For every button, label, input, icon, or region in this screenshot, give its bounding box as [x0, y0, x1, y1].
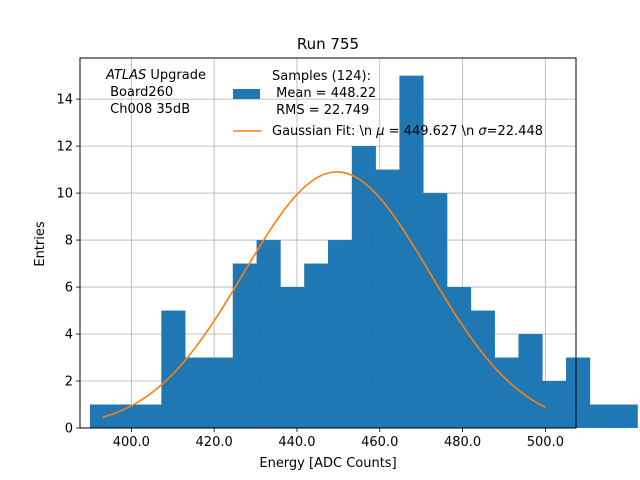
grid — [80, 58, 576, 429]
histogram-bars — [89, 75, 638, 429]
annotation-line: Board260 — [106, 85, 173, 100]
legend-label-fit: Gaussian Fit: \n μ = 449.627 \n σ=22.448 — [272, 124, 543, 139]
x-tick-label: 420.0 — [196, 435, 233, 450]
y-tick-label: 14 — [56, 93, 73, 108]
histogram-bar — [161, 310, 186, 428]
y-tick-label: 8 — [65, 234, 73, 249]
histogram-bar — [185, 357, 210, 428]
histogram-bar — [542, 381, 567, 428]
annotation-line: ATLAS Upgrade — [105, 68, 206, 83]
fit-curve — [102, 171, 546, 419]
y-tick-label: 12 — [56, 140, 73, 155]
histogram-bar — [256, 240, 281, 428]
gaussian-fit — [102, 171, 546, 419]
histogram-bar — [137, 404, 162, 428]
histogram-bar — [232, 263, 257, 428]
histogram-bar — [613, 404, 638, 428]
histogram-bar — [89, 404, 115, 428]
histogram-bar — [518, 334, 543, 428]
histogram-bar — [280, 287, 305, 428]
histogram-bar — [494, 357, 519, 428]
y-axis-ticks: 0 2 4 6 8 10 12 14 — [56, 93, 80, 437]
y-tick-label: 4 — [65, 328, 73, 343]
legend-label-histogram: Mean = 448.22 — [272, 86, 376, 101]
histogram-bar — [208, 357, 234, 428]
histogram-bar — [447, 287, 472, 428]
chart-title: Run 755 — [297, 35, 359, 53]
legend-label-histogram: Samples (124): — [272, 69, 371, 84]
annotation-line: Ch008 35dB — [106, 102, 190, 117]
x-tick-label: 500.0 — [527, 435, 564, 450]
histogram-bar — [304, 263, 329, 428]
run-annotation: ATLAS Upgrade Board260 Ch008 35dB — [105, 68, 206, 117]
legend: Samples (124): Mean = 448.22 RMS = 22.74… — [233, 69, 543, 139]
histogram-bar — [589, 404, 614, 428]
x-tick-label: 440.0 — [278, 435, 315, 450]
legend-swatch-histogram — [233, 89, 260, 99]
y-tick-label: 10 — [56, 187, 73, 202]
histogram-bar — [375, 169, 400, 429]
x-axis-ticks: 400.0 420.0 440.0 460.0 480.0 500.0 — [113, 428, 564, 450]
histogram-bar — [470, 310, 495, 428]
plot-frame — [79, 57, 577, 429]
histogram-bar — [328, 240, 353, 428]
x-tick-label: 400.0 — [113, 435, 150, 450]
x-axis-label: Energy [ADC Counts] — [259, 456, 396, 471]
histogram-bar — [566, 357, 591, 428]
histogram-bar — [399, 75, 424, 428]
y-tick-label: 2 — [65, 375, 73, 390]
y-tick-label: 0 — [65, 422, 73, 437]
histogram-bar — [351, 146, 376, 428]
x-tick-label: 460.0 — [361, 435, 398, 450]
histogram-bar — [423, 193, 448, 428]
x-tick-label: 480.0 — [444, 435, 481, 450]
y-tick-label: 6 — [65, 281, 73, 296]
y-axis-label: Entries — [33, 221, 48, 267]
legend-label-histogram: RMS = 22.749 — [272, 103, 369, 118]
